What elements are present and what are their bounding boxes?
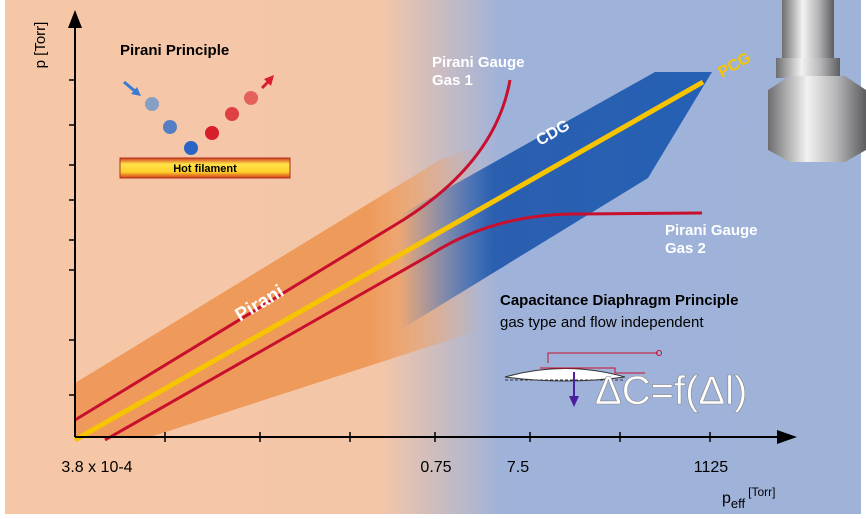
gas2-label: Gas 2 bbox=[665, 240, 706, 257]
cdp-title: Capacitance Diaphragm Principle bbox=[500, 292, 738, 309]
x-tick-label: 0.75 bbox=[420, 459, 451, 476]
gas1-label: Pirani Gauge bbox=[432, 54, 525, 71]
x-label-main: p bbox=[722, 490, 731, 507]
cdp-formula: ΔC=f(Δl) bbox=[595, 369, 747, 413]
gas1-label: Gas 1 bbox=[432, 72, 473, 89]
cdp-subtitle: gas type and flow independent bbox=[500, 314, 704, 331]
x-tick-label: 7.5 bbox=[507, 459, 529, 476]
x-tick-label: 3.8 x 10-4 bbox=[61, 459, 132, 476]
x-tick-label: 1125 bbox=[694, 459, 729, 476]
filament-label: Hot filament bbox=[173, 163, 237, 175]
x-label-unit: [Torr] bbox=[748, 485, 775, 499]
inset-title: Pirani Principle bbox=[120, 42, 229, 59]
diagram: p [Torr] 3.8 x 10-4 0.75 7.5 1125 peff[T… bbox=[0, 0, 866, 519]
gas2-label: Pirani Gauge bbox=[665, 222, 758, 239]
y-label: p [Torr] bbox=[32, 22, 49, 69]
x-label-sub: eff bbox=[731, 496, 746, 511]
